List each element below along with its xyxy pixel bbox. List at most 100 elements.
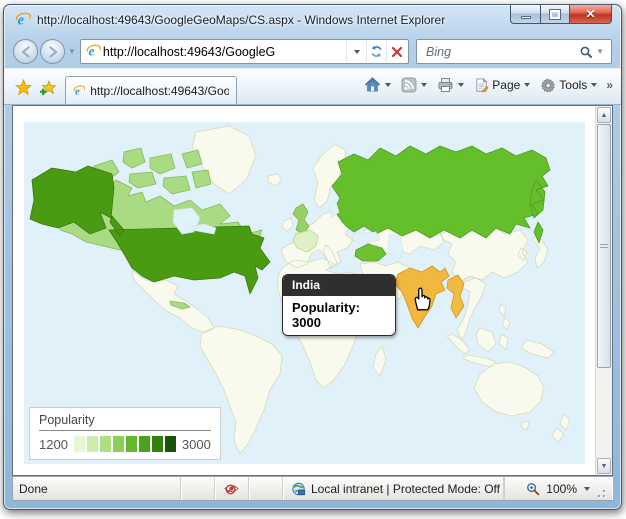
tooltip-value: Popularity: 3000	[283, 296, 395, 335]
search-icon[interactable]	[579, 45, 593, 59]
inland-water	[172, 201, 404, 263]
zone-text: Local intranet | Protected Mode: Off	[311, 481, 500, 496]
feeds-button[interactable]	[397, 74, 431, 96]
legend-color-step	[151, 436, 163, 452]
print-button[interactable]	[433, 74, 468, 96]
tooltip-title: India	[283, 275, 395, 296]
scrollbar-thumb[interactable]	[597, 124, 611, 368]
svg-text:e: e	[88, 44, 94, 59]
tab-favicon-icon: e	[73, 84, 86, 97]
status-cell	[181, 477, 215, 500]
navigation-bar: ▼ e	[4, 35, 621, 68]
scrollbar-grip-icon	[600, 244, 608, 248]
legend-color-step	[112, 436, 124, 452]
home-dropdown-icon[interactable]	[385, 83, 392, 87]
inprivate-filter-button[interactable]	[215, 477, 249, 500]
page-favicon-icon: e	[86, 44, 101, 59]
legend-color-step	[138, 436, 150, 452]
legend-color-step	[164, 436, 176, 452]
search-input[interactable]	[424, 43, 580, 60]
chevron-down-icon	[354, 49, 360, 54]
svg-text:e: e	[75, 85, 80, 97]
page-icon	[476, 77, 489, 93]
resize-grip[interactable]	[596, 477, 608, 500]
legend-min: 1200	[39, 436, 68, 452]
country-france[interactable]	[292, 229, 319, 253]
rss-feed-icon	[401, 77, 417, 93]
refresh-button[interactable]	[366, 41, 386, 62]
map-legend: Popularity 1200 3000	[29, 407, 221, 460]
favorites-star-icon	[15, 79, 32, 96]
toolbar-overflow-chevron[interactable]: »	[606, 78, 613, 92]
geo-map-chart[interactable]: India Popularity: 3000 Popularity 1200 3…	[24, 122, 585, 464]
gear-icon	[541, 78, 556, 93]
add-favorite-button[interactable]	[36, 75, 61, 100]
tools-dropdown-icon[interactable]	[591, 83, 598, 87]
legend-color-step	[99, 436, 111, 452]
home-button[interactable]	[360, 74, 395, 96]
browser-viewport: India Popularity: 3000 Popularity 1200 3…	[12, 105, 613, 476]
maximize-button[interactable]	[540, 5, 569, 24]
legend-color-step	[73, 436, 85, 452]
tab-bar: e http://localhost:49643/Googl...	[4, 68, 621, 105]
country-thailand[interactable]	[446, 274, 465, 319]
page-dropdown-icon[interactable]	[524, 83, 531, 87]
close-button[interactable]: ✕	[569, 5, 612, 24]
back-button[interactable]	[13, 39, 38, 64]
map-tooltip: India Popularity: 3000	[282, 274, 396, 336]
home-icon	[365, 77, 381, 92]
printer-icon	[438, 78, 453, 92]
forward-arrow-icon	[48, 45, 57, 58]
browser-window: e http://localhost:49643/GoogleGeoMaps/C…	[3, 4, 622, 510]
history-dropdown[interactable]: ▼	[68, 47, 76, 56]
legend-color-step	[125, 436, 137, 452]
security-zone: Local intranet | Protected Mode: Off	[283, 477, 504, 500]
legend-scale: 1200 3000	[39, 436, 211, 452]
minimize-icon	[520, 16, 531, 19]
search-box: ▼	[416, 39, 612, 64]
country-usa[interactable]	[29, 165, 271, 295]
legend-color-step	[86, 436, 98, 452]
tab-active[interactable]: e http://localhost:49643/Googl...	[65, 76, 237, 104]
refresh-icon	[371, 45, 382, 58]
legend-max: 3000	[181, 436, 211, 452]
country-russia[interactable]	[331, 145, 551, 244]
address-input[interactable]	[100, 44, 346, 59]
tab-title: http://localhost:49643/Googl...	[90, 83, 229, 98]
back-arrow-icon	[21, 45, 30, 58]
maximize-icon	[549, 8, 561, 20]
scroll-down-button[interactable]: ▼	[597, 458, 611, 474]
caption-buttons: ✕	[510, 5, 612, 24]
page-button[interactable]: Page	[470, 74, 534, 96]
scroll-up-button[interactable]: ▲	[597, 107, 611, 123]
address-dropdown[interactable]	[346, 41, 366, 62]
zoom-level: 100%	[546, 481, 577, 496]
intranet-zone-icon	[292, 482, 306, 495]
country-uk[interactable]	[292, 203, 310, 235]
status-bar: Done Local intranet | Protected Mode: Of…	[12, 476, 613, 501]
legend-gradient	[73, 436, 176, 452]
tools-button[interactable]: Tools	[536, 74, 601, 96]
vertical-scrollbar[interactable]: ▲ ▼	[595, 106, 612, 475]
eye-slash-icon	[224, 484, 239, 495]
command-buttons: Page Tools »	[360, 69, 614, 104]
address-bar: e	[79, 39, 409, 64]
minimize-button[interactable]	[510, 5, 540, 24]
status-text: Done	[13, 477, 181, 500]
stop-button[interactable]	[386, 41, 406, 62]
title-bar: e http://localhost:49643/GoogleGeoMaps/C…	[4, 5, 621, 35]
search-options-dropdown[interactable]: ▼	[596, 47, 604, 56]
zoom-dropdown-icon[interactable]	[584, 486, 590, 491]
tools-label: Tools	[559, 78, 588, 92]
status-cell	[249, 477, 283, 500]
svg-text:e: e	[18, 12, 24, 28]
feeds-dropdown-icon[interactable]	[421, 83, 428, 87]
print-dropdown-icon[interactable]	[458, 83, 465, 87]
ie-logo-icon: e	[15, 12, 31, 28]
country-turkey[interactable]	[354, 243, 387, 262]
hand-cursor-icon	[414, 287, 431, 311]
forward-button[interactable]	[40, 39, 65, 64]
zoom-control[interactable]: 100%	[504, 477, 612, 500]
favorites-button[interactable]	[11, 75, 36, 100]
